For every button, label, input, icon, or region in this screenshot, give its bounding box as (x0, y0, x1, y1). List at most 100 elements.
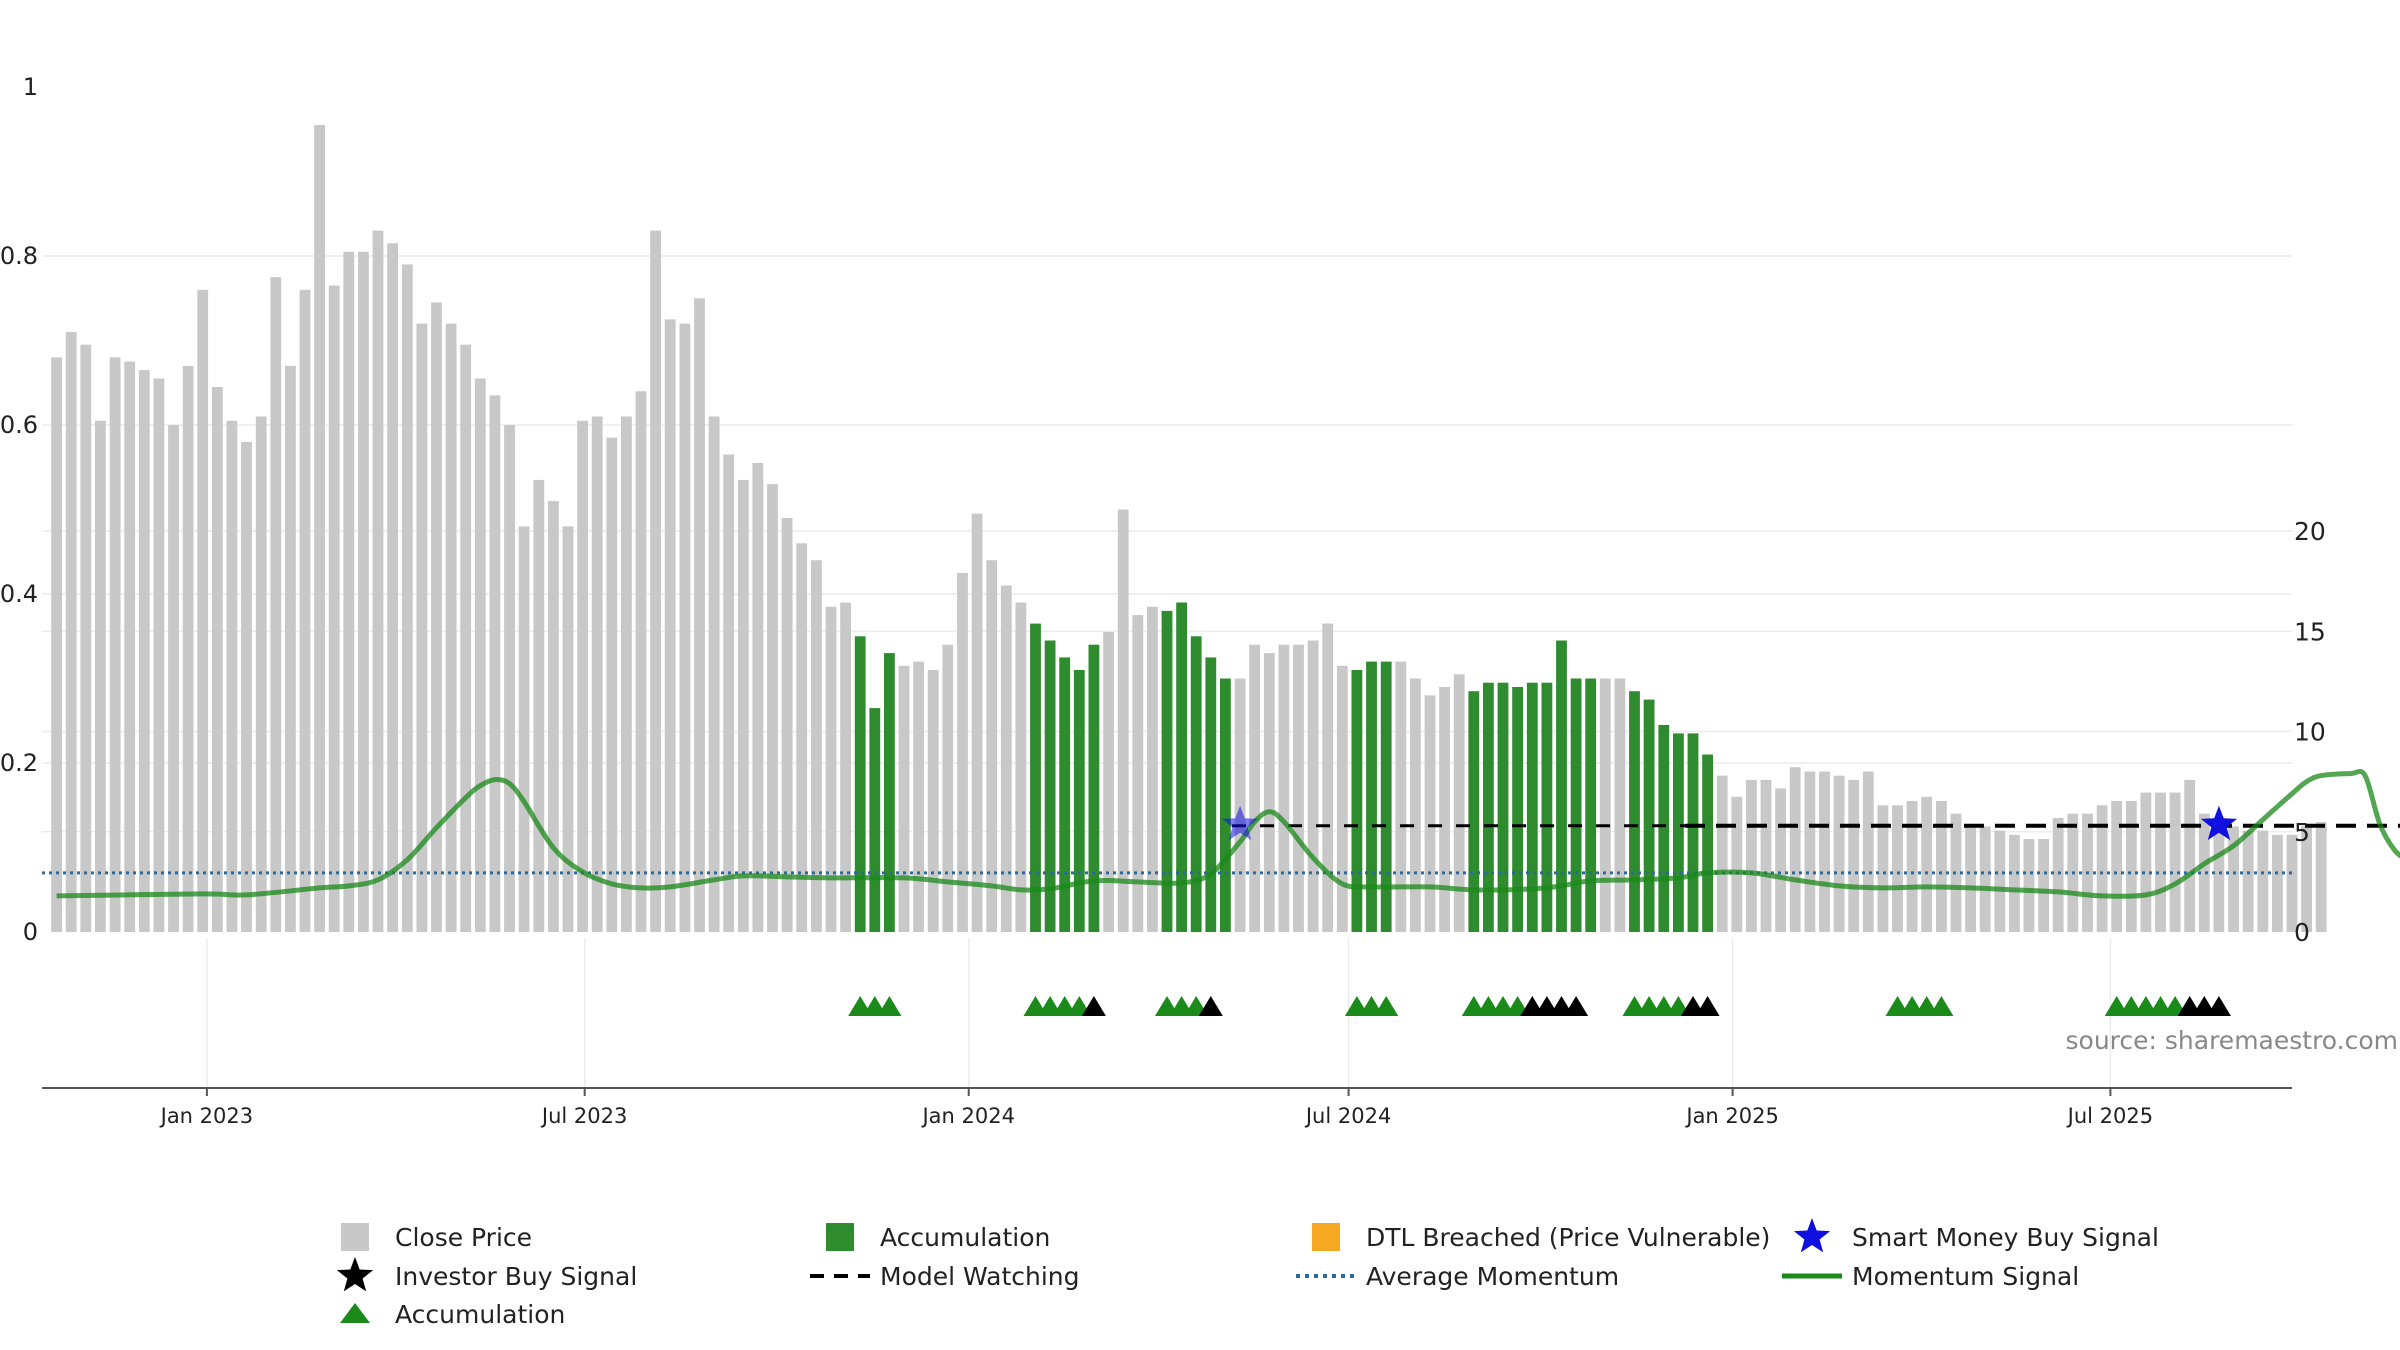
accumulation-bar (1497, 682, 1509, 932)
close-price-bar (2111, 801, 2123, 932)
close-price-bar (2228, 826, 2239, 932)
orange-square-icon (1312, 1223, 1340, 1251)
legend-item: Investor Buy Signal (336, 1257, 637, 1292)
close-price-bar (241, 441, 252, 932)
accumulation-bar (1044, 640, 1056, 932)
legend-label: Smart Money Buy Signal (1852, 1223, 2159, 1252)
accumulation-bar (1220, 678, 1231, 932)
blue-star-icon (1793, 1218, 1831, 1253)
y-left-tick-label: 0.4 (0, 580, 38, 608)
smart-money-star (1222, 805, 1259, 841)
accumulation-bar (1366, 661, 1377, 932)
close-price-bar (1921, 796, 1933, 932)
accumulation-bar (1190, 636, 1202, 933)
close-price-bar (767, 484, 778, 932)
close-price-bar (1965, 826, 1976, 932)
y-right-tick-label: 10 (2294, 718, 2326, 747)
close-price-bar (2038, 839, 2049, 932)
investor-buy-triangle (2206, 996, 2231, 1016)
close-price-bar (2140, 792, 2152, 932)
close-price-bar (80, 344, 92, 932)
close-price-bar (562, 526, 574, 932)
close-price-bar (621, 416, 632, 932)
accumulation-bar (1702, 754, 1713, 932)
legend-item: Accumulation (826, 1223, 1050, 1252)
close-price-bar (2286, 834, 2298, 932)
accumulation-bar (1205, 657, 1217, 932)
close-price-bar (942, 644, 954, 932)
y-left-tick-label: 0.2 (0, 749, 38, 777)
close-price-bar (2169, 792, 2181, 932)
close-price-bar (95, 420, 106, 932)
close-price-bar (2125, 801, 2137, 932)
close-price-bar (1015, 602, 1027, 932)
accumulation-bar (1351, 670, 1363, 932)
x-tick-label: Jul 2023 (540, 1104, 627, 1128)
close-price-bar (416, 323, 428, 933)
close-price-bar (153, 378, 165, 932)
accumulation-bar (1526, 682, 1538, 932)
close-price-bar (1775, 788, 1786, 932)
close-price-bar (1410, 678, 1421, 932)
close-price-bar (898, 665, 910, 932)
smart-money-star (2200, 805, 2237, 841)
close-price-bar (1862, 771, 1874, 932)
close-price-bar (2301, 826, 2312, 932)
legend-label: Model Watching (880, 1262, 1080, 1291)
close-price-bar (1453, 674, 1465, 932)
green-square-icon (826, 1223, 854, 1251)
close-price-bar (811, 560, 822, 932)
accumulation-bar (1483, 682, 1494, 932)
close-price-bar (1439, 687, 1450, 932)
close-price-bar (2272, 834, 2283, 932)
close-price-bar (270, 277, 282, 933)
close-price-bar (957, 572, 968, 932)
close-price-bar (2242, 830, 2254, 932)
close-price-bar (2023, 839, 2035, 932)
close-price-bar (197, 289, 209, 932)
y-left-tick-label: 0 (23, 918, 38, 946)
close-price-bar (577, 420, 588, 932)
close-price-bar (1234, 678, 1246, 932)
accumulation-bar (1658, 725, 1670, 932)
x-tick-label: Jan 2024 (920, 1104, 1015, 1128)
accumulation-bar (869, 708, 881, 932)
close-price-bar (1746, 779, 1757, 932)
signal-lines (42, 768, 2400, 899)
close-price-bar (109, 357, 121, 932)
close-price-bar (1293, 644, 1304, 932)
green-triangle-icon (340, 1303, 370, 1323)
accumulation-bar (1570, 678, 1582, 932)
legend-label: Accumulation (880, 1223, 1050, 1252)
close-price-bar (694, 298, 705, 933)
accumulation-bar (1073, 670, 1085, 932)
x-tick-label: Jan 2023 (159, 1104, 254, 1128)
close-price-bar (2198, 813, 2210, 932)
legend-item: Model Watching (810, 1262, 1080, 1291)
close-price-bar (1132, 615, 1144, 932)
accumulation-bar (1176, 602, 1187, 932)
close-price-bar (986, 560, 998, 932)
close-price-bar (1819, 771, 1830, 932)
y-left-tick-label: 0.6 (0, 411, 38, 439)
y-left-tick-label: 1 (23, 73, 38, 101)
close-price-bar (255, 416, 267, 932)
x-tick-label: Jan 2025 (1684, 1104, 1779, 1128)
close-price-bar (2096, 805, 2108, 933)
axes: Jan 2023 Jul 2023 Jan 2024 Jul 2024 Jan 2025… (0, 73, 2326, 1128)
x-tick-label: Jul 2025 (2066, 1104, 2153, 1128)
close-price-bar (1103, 632, 1114, 932)
accumulation-bar (1088, 644, 1100, 932)
close-price-bar (840, 602, 851, 932)
close-price-bar (679, 323, 691, 933)
close-price-bar (1716, 775, 1728, 932)
close-price-bar (606, 437, 618, 932)
investor-buy-triangle (1081, 996, 1106, 1016)
legend: Close Price Accumulation DTL Breached (Pri… (336, 1218, 2159, 1329)
accumulation-bar (1585, 678, 1597, 932)
close-price-bar (401, 264, 413, 932)
close-price-bar (1278, 644, 1290, 932)
close-price-bar (445, 323, 457, 933)
close-price-bar (518, 526, 530, 932)
